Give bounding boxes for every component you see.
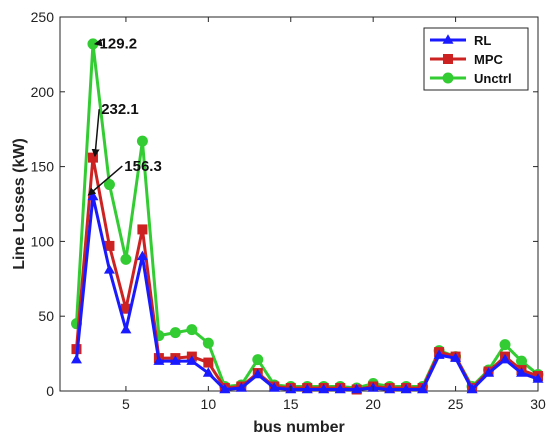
y-axis-label: Line Losses (kW) — [11, 138, 28, 270]
data-point-rl — [268, 382, 280, 392]
data-point-rl — [70, 353, 82, 364]
annotation-arrow — [91, 109, 100, 158]
x-tick-label: 5 — [122, 396, 130, 412]
data-point-rl — [252, 368, 264, 379]
data-point-unctrl — [499, 339, 511, 351]
y-tick-label: 250 — [31, 9, 55, 25]
data-point-rl — [417, 383, 429, 394]
legend-marker-rl — [442, 34, 454, 44]
annotation-arrow — [87, 165, 123, 196]
legend-label-mpc: MPC — [474, 52, 504, 67]
data-point-unctrl — [186, 324, 198, 336]
data-point-unctrl — [516, 355, 528, 367]
data-point-rl — [120, 323, 132, 334]
legend-entry-unctrl: Unctrl — [430, 71, 512, 86]
data-point-rl — [219, 383, 231, 394]
y-tick-label: 200 — [31, 84, 55, 100]
legend-label-rl: RL — [474, 33, 491, 48]
data-point-rl — [532, 373, 544, 383]
x-tick-label: 20 — [365, 396, 381, 412]
legend: RL MPC Unctrl — [423, 27, 529, 91]
data-point-unctrl — [169, 327, 181, 339]
legend-box — [423, 27, 529, 91]
data-point-rl — [186, 355, 198, 365]
legend-label-unctrl: Unctrl — [474, 71, 512, 86]
data-point-rl — [483, 367, 495, 377]
series-rl — [70, 190, 544, 394]
data-point-unctrl — [136, 135, 148, 147]
data-point-rl — [334, 383, 346, 394]
data-point-mpc — [120, 303, 131, 314]
annotation-layer: 129.2 232.1 156.3 — [87, 35, 162, 196]
data-point-rl — [153, 355, 165, 365]
legend-entry-mpc: MPC — [430, 52, 504, 67]
data-point-unctrl — [103, 179, 115, 191]
data-point-rl — [516, 367, 528, 377]
data-point-rl — [433, 349, 445, 359]
data-point-mpc — [104, 240, 115, 251]
y-tick-label: 150 — [31, 159, 55, 175]
y-tick-label: 0 — [46, 383, 54, 399]
x-tick-label: 30 — [530, 396, 546, 412]
data-point-rl — [499, 353, 511, 364]
y-tick-label: 50 — [38, 308, 54, 324]
series-layer — [70, 38, 544, 395]
x-tick-label: 10 — [201, 396, 217, 412]
data-point-unctrl — [120, 253, 132, 265]
x-tick-label: 15 — [283, 396, 299, 412]
y-tick-label: 100 — [31, 233, 55, 249]
annotation-arrow — [93, 38, 103, 47]
data-point-rl — [169, 355, 181, 365]
data-point-mpc — [203, 357, 214, 368]
x-tick-label: 25 — [448, 396, 464, 412]
data-point-rl — [384, 383, 396, 394]
annotation-label: 129.2 — [100, 35, 138, 52]
data-point-unctrl — [202, 337, 214, 349]
data-point-rl — [450, 352, 462, 362]
legend-entry-rl: RL — [430, 33, 491, 48]
data-point-rl — [400, 383, 412, 394]
data-point-rl — [103, 264, 115, 274]
data-point-rl — [202, 367, 214, 377]
data-point-mpc — [137, 224, 148, 235]
data-point-mpc — [87, 152, 98, 163]
annotation-label: 156.3 — [124, 158, 162, 175]
data-point-rl — [351, 383, 363, 394]
legend-marker-unctrl — [442, 72, 454, 84]
annotation-label: 232.1 — [101, 101, 139, 118]
data-point-unctrl — [252, 354, 264, 366]
tick-layer: 5 10 15 20 25 30 0 50 100 150 200 250 — [31, 9, 546, 412]
x-axis-label: bus number — [253, 419, 345, 436]
legend-marker-mpc — [443, 54, 453, 64]
data-point-rl — [466, 383, 478, 394]
data-point-rl — [301, 383, 313, 394]
data-point-rl — [318, 383, 330, 394]
data-point-rl — [136, 250, 148, 261]
data-point-rl — [235, 382, 247, 392]
